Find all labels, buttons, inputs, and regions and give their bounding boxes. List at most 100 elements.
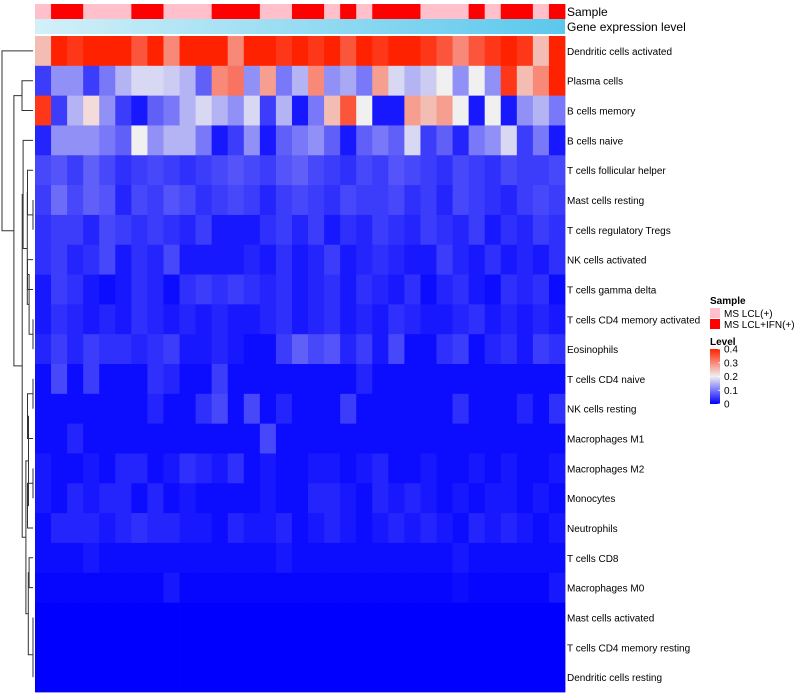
heatmap-cell-r1-c18 [324,65,341,97]
heatmap-cell-r20-c21 [372,632,389,663]
heatmap-cell-r12-c1 [51,393,68,425]
heatmap-cell-r13-c6 [131,423,148,454]
heatmap-cell-r8-c21 [372,274,389,305]
heatmap-cell-r12-c16 [291,393,309,425]
heatmap-cell-r17-c32 [548,542,566,574]
heatmap-cell-r20-c7 [147,632,164,663]
heatmap-cell-r9-c5 [115,304,132,335]
heatmap-cell-r8-c18 [324,274,341,305]
heatmap-cell-r0-c28 [484,36,502,67]
heatmap-cell-r17-c20 [356,542,373,574]
heatmap-cell-r19-c6 [131,602,148,633]
heatmap-cell-r3-c7 [147,125,164,156]
heatmap-cell-r6-c13 [243,214,261,246]
heatmap-cell-r2-c23 [404,95,421,126]
heatmap-cell-r19-c14 [259,602,277,633]
heatmap-cell-r17-c21 [372,542,389,574]
row-label-15: Monocytes [567,494,615,505]
heatmap-cell-r16-c25 [436,513,453,544]
heatmap-cell-r6-c16 [291,214,309,246]
heatmap-cell-r9-c22 [388,304,405,335]
heatmap-cell-r0-c25 [436,36,453,67]
heatmap-cell-r10-c32 [548,334,566,365]
heatmap-cell-r9-c13 [243,304,261,335]
heatmap-cell-r11-c23 [404,364,421,395]
heatmap-cell-r21-c27 [468,662,486,693]
heatmap-cell-r6-c25 [436,214,453,246]
heatmap-cell-r20-c18 [324,632,341,663]
sample-cell-9 [179,4,197,19]
heatmap-cell-r3-c1 [51,125,68,156]
heatmap-cell-r5-c29 [500,185,518,216]
heatmap-cell-r11-c8 [163,364,180,395]
heatmap-cell-r20-c10 [195,632,213,663]
heatmap-cell-r13-c7 [147,423,164,454]
heatmap-cell-r17-c23 [404,542,421,574]
heatmap-cell-r19-c10 [195,602,213,633]
heatmap-cell-r4-c17 [308,155,325,186]
heatmap-cell-r21-c24 [420,662,437,693]
heatmap-cell-r7-c7 [147,244,164,275]
level-tick-label-1: 0.3 [724,358,738,369]
heatmap-cell-r0-c2 [67,36,84,67]
heatmap-cell-r21-c25 [436,662,453,693]
heatmap-cell-r18-c30 [516,572,534,603]
heatmap-cell-r5-c16 [291,185,309,216]
heatmap-cell-r6-c4 [99,214,116,246]
expression-annotation-label: Gene expression level [567,20,686,34]
heatmap-cell-r4-c6 [131,155,148,186]
heatmap-cell-r10-c10 [195,334,213,365]
heatmap-cell-r4-c13 [243,155,261,186]
heatmap-cell-r1-c0 [35,65,52,97]
heatmap-cell-r14-c12 [227,453,245,484]
heatmap-cell-r0-c23 [404,36,421,67]
heatmap-cell-r13-c16 [291,423,309,454]
heatmap-cell-r12-c24 [420,393,437,425]
heatmap-cell-r10-c30 [516,334,534,365]
heatmap-cell-r6-c10 [195,214,213,246]
heatmap-cell-r18-c20 [356,572,373,603]
heatmap-cell-r4-c26 [452,155,470,186]
heatmap-cell-r20-c23 [404,632,421,663]
heatmap-cell-r6-c22 [388,214,405,246]
heatmap-cell-r6-c7 [147,214,164,246]
heatmap-cell-r1-c9 [179,65,197,97]
heatmap-cell-r17-c4 [99,542,116,574]
heatmap-cell-r10-c12 [227,334,245,365]
heatmap-cell-r1-c14 [259,65,277,97]
heatmap-cell-r18-c0 [35,572,52,603]
row-label-21: Dendritic cells resting [567,673,662,684]
heatmap-cell-r16-c27 [468,513,486,544]
heatmap-cell-r17-c14 [259,542,277,574]
heatmap-cell-r20-c8 [163,632,180,663]
sample-cell-0 [35,4,52,19]
heatmap-cell-r7-c6 [131,244,148,275]
heatmap-cell-r21-c29 [500,662,518,693]
heatmap-cell-r2-c14 [259,95,277,126]
sample-cell-7 [147,4,164,19]
sample-cell-29 [500,4,518,19]
heatmap-cell-r21-c20 [356,662,373,693]
dendrogram-branch-19 [13,95,23,367]
heatmap-cell-r8-c9 [179,274,197,305]
sample-cell-3 [83,4,100,19]
heatmap-cell-r12-c2 [67,393,84,425]
sample-cell-26 [452,4,470,19]
heatmap-cell-r1-c2 [67,65,84,97]
heatmap-cell-r15-c26 [452,483,470,514]
heatmap-cell-r15-c3 [83,483,100,514]
heatmap-cell-r4-c4 [99,155,116,186]
heatmap-cell-r11-c30 [516,364,534,395]
heatmap-cell-r15-c20 [356,483,373,514]
heatmap-cell-r5-c18 [324,185,341,216]
heatmap-cell-r4-c15 [275,155,293,186]
heatmap-cell-r11-c29 [500,364,518,395]
heatmap-cell-r9-c3 [83,304,100,335]
heatmap-cell-r4-c8 [163,155,180,186]
heatmap-cell-r12-c3 [83,393,100,425]
level-tick-label-3: 0.1 [724,386,738,397]
heatmap-cell-r10-c1 [51,334,68,365]
heatmap-cell-r1-c1 [51,65,68,97]
heatmap-cell-r14-c11 [211,453,229,484]
heatmap-cell-r19-c29 [500,602,518,633]
